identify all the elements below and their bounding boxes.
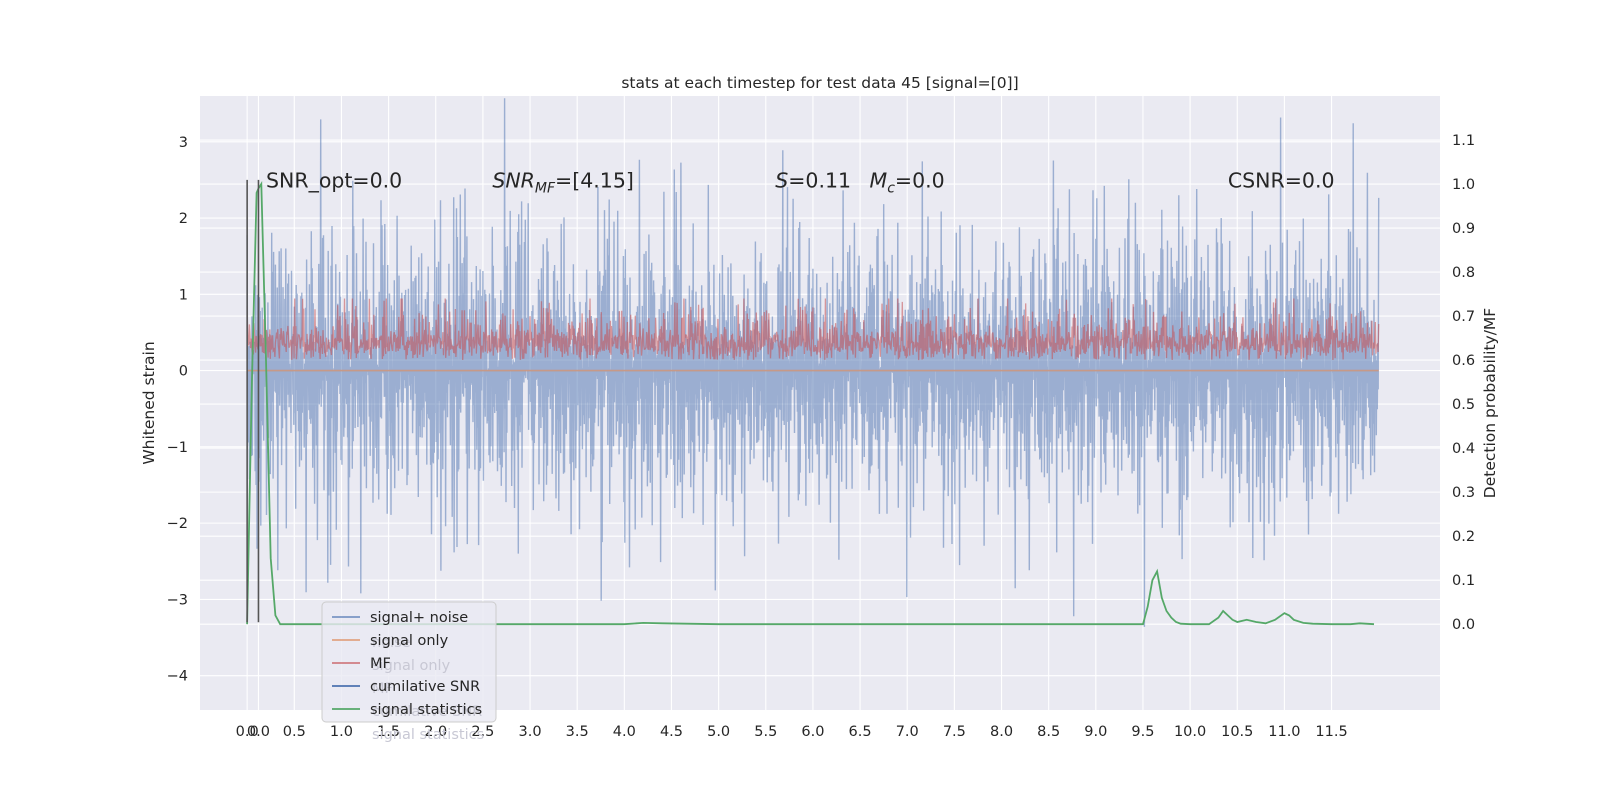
series-layer bbox=[246, 98, 1380, 627]
legend-ghost-label: MF bbox=[372, 681, 393, 697]
x-tick-label: 7.5 bbox=[943, 724, 966, 740]
axes: 0.00.0 0.5 1.0 1.5 2.0 2.5 3.0 3.5 4.0 4.5 5.0 5.5 6… bbox=[167, 133, 1475, 740]
y-tick-label: −3 bbox=[167, 592, 188, 608]
x-tick-label: 5.5 bbox=[754, 724, 777, 740]
y2-tick-label: 1.1 bbox=[1452, 133, 1475, 149]
y-tick-label: 3 bbox=[179, 135, 188, 151]
legend-ghost-label: noise bbox=[372, 635, 411, 651]
series-signal-statistics bbox=[246, 181, 1375, 626]
legend-label: signal only bbox=[370, 633, 449, 649]
x-tick-label: 11.0 bbox=[1268, 724, 1300, 740]
y2-tick-label: 0.9 bbox=[1452, 221, 1475, 237]
x-tick-label: 9.0 bbox=[1084, 724, 1107, 740]
x-tick-label: 10.0 bbox=[1174, 724, 1206, 740]
x-tick-label: 2.0 bbox=[424, 724, 447, 740]
annotation: SNR_opt=0.0 bbox=[266, 169, 402, 194]
annotation: CSNR=0.0 bbox=[1228, 169, 1335, 193]
series-mf bbox=[246, 298, 1380, 361]
y-tick-label: −1 bbox=[167, 440, 188, 456]
y-tick-label: 2 bbox=[179, 211, 188, 227]
y2-tick-label: 0.5 bbox=[1452, 397, 1475, 413]
x-tick-label: 6.5 bbox=[849, 724, 872, 740]
x-tick-label: 4.0 bbox=[613, 724, 636, 740]
x-tick-label: 1.0 bbox=[330, 724, 353, 740]
chart-title: stats at each timestep for test data 45 … bbox=[621, 74, 1018, 92]
annotation: Mc=0.0 bbox=[870, 169, 945, 197]
x-tick-label: 8.5 bbox=[1037, 724, 1060, 740]
x-tick-label: 0.0 bbox=[247, 724, 270, 740]
legend-ghost-label: signal statistics bbox=[372, 727, 484, 743]
x-tick-label: 1.5 bbox=[377, 724, 400, 740]
y2-tick-label: 0.2 bbox=[1452, 529, 1475, 545]
x-tick-label: 10.5 bbox=[1221, 724, 1253, 740]
legend-label: signal statistics bbox=[370, 702, 482, 718]
x-tick-label: 3.5 bbox=[566, 724, 589, 740]
x-tick-label: 5.0 bbox=[707, 724, 730, 740]
x-tick-label: 3.0 bbox=[519, 724, 542, 740]
annotation: S=0.11 bbox=[775, 169, 851, 193]
y2-tick-label: 0.0 bbox=[1452, 617, 1475, 633]
y2-axis-label: Detection probability/MF bbox=[1481, 308, 1499, 499]
y2-tick-label: 0.7 bbox=[1452, 309, 1475, 325]
y2-tick-label: 1.0 bbox=[1452, 177, 1475, 193]
legend-label: MF bbox=[370, 656, 391, 672]
x-tick-label: 9.5 bbox=[1131, 724, 1154, 740]
x-tick-label: 11.5 bbox=[1315, 724, 1347, 740]
x-tick-label: 4.5 bbox=[660, 724, 683, 740]
x-tick-label: 0.5 bbox=[283, 724, 306, 740]
x-tick-label: 7.0 bbox=[896, 724, 919, 740]
y-tick-label: 0 bbox=[179, 364, 188, 380]
x-tick-label: 6.0 bbox=[801, 724, 824, 740]
y-tick-label: −4 bbox=[167, 669, 188, 685]
legend-ghost-label: cumilative SNR bbox=[372, 704, 482, 720]
y2-tick-label: 0.3 bbox=[1452, 485, 1475, 501]
legend-box bbox=[321, 601, 497, 723]
legend-label: signal+ noise bbox=[370, 610, 468, 626]
annotations: SNR_opt=0.0 SNRMF=[4.15] S=0.11 Mc=0.0 CSNR=… bbox=[266, 169, 1335, 197]
y-tick-label: 1 bbox=[179, 287, 188, 303]
y-tick-label: −2 bbox=[167, 516, 188, 532]
x-tick-label: 0.0 bbox=[236, 724, 259, 740]
legend-ghost-label: signal only bbox=[372, 658, 451, 674]
legend-label: cumilative SNR bbox=[370, 679, 480, 695]
annotation: SNRMF=[4.15] bbox=[492, 169, 634, 197]
y2-tick-label: 0.4 bbox=[1452, 441, 1475, 457]
x-tick-label: 2.5 bbox=[471, 724, 494, 740]
y2-tick-label: 0.6 bbox=[1452, 353, 1475, 369]
y2-tick-label: 0.1 bbox=[1452, 573, 1475, 589]
y-axis-label: Whitened strain bbox=[140, 341, 158, 464]
x-tick-label: 8.0 bbox=[990, 724, 1013, 740]
y2-tick-label: 0.8 bbox=[1452, 265, 1475, 281]
